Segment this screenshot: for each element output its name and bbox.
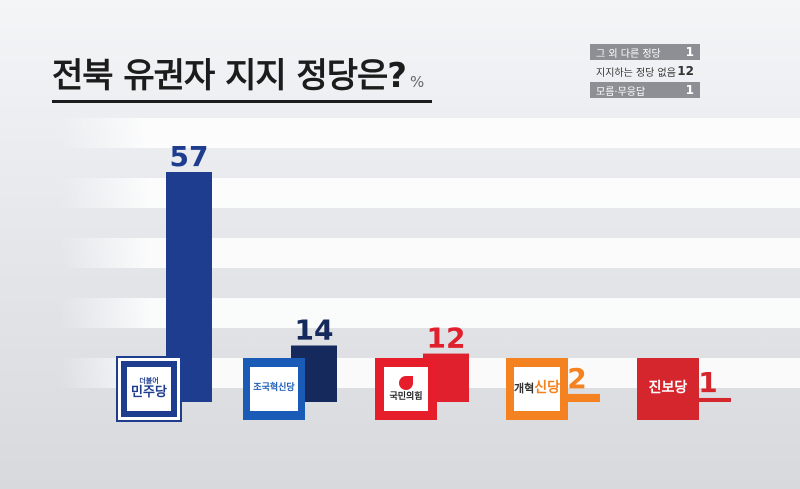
- bar-개혁신당: [554, 393, 600, 402]
- others-row-no-party: 지지하는 정당 없음 12: [590, 63, 700, 79]
- others-row-dont-know: 모름·무응답 1: [590, 82, 700, 98]
- democratic-party-logo: 더불어 민주당: [116, 356, 182, 422]
- data-label-진보당: 1: [698, 366, 717, 399]
- others-value: 1: [685, 83, 694, 97]
- logo-text: 국민의힘: [389, 391, 423, 402]
- logo-accent-text: 신당: [534, 380, 561, 397]
- background-stripe: [60, 118, 800, 148]
- others-label: 모름·무응답: [596, 86, 646, 98]
- data-label-조국혁신당: 14: [295, 314, 334, 347]
- others-label: 지지하는 정당 없음: [596, 67, 676, 79]
- logo-small-text: 더불어: [139, 377, 159, 385]
- chart-title: 전북 유권자 지지 정당은?%: [52, 56, 425, 96]
- others-value: 1: [685, 45, 694, 59]
- bar-진보당: [685, 397, 731, 402]
- others-value: 12: [677, 64, 694, 78]
- title-unit: %: [410, 73, 425, 91]
- progressive-party-logo: 진보당: [637, 358, 699, 420]
- data-label-국민의힘: 12: [427, 322, 466, 355]
- ppp-mark-icon: [399, 375, 413, 390]
- others-box: 그 외 다른 정당 1 지지하는 정당 없음 12 모름·무응답 1: [590, 44, 700, 101]
- others-row-other-parties: 그 외 다른 정당 1: [590, 44, 700, 60]
- data-label-민주당: 57: [170, 140, 209, 173]
- logo-text: 진보당: [648, 380, 688, 397]
- logo-text: 개혁: [514, 381, 535, 395]
- data-label-개혁신당: 2: [567, 362, 586, 395]
- others-label: 그 외 다른 정당: [596, 48, 661, 60]
- people-power-party-logo: 국민의힘: [375, 358, 437, 420]
- logo-text: 민주당: [131, 384, 167, 400]
- logo-text: 조국혁신당: [253, 383, 295, 394]
- title-underline: [52, 100, 432, 103]
- rebuilding-korea-party-logo: 조국혁신당: [243, 358, 305, 420]
- reform-party-logo: 개혁 신당: [506, 358, 568, 420]
